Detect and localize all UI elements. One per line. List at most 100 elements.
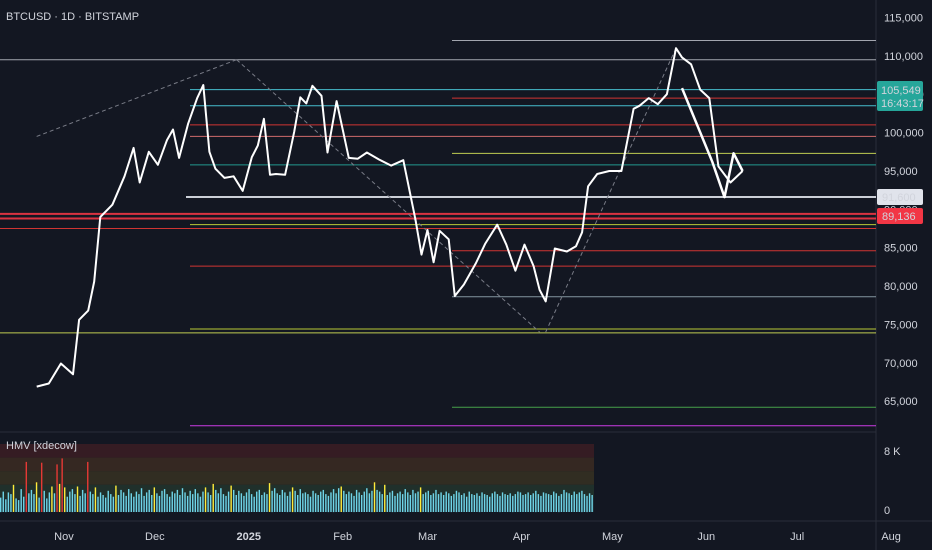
volume-bar bbox=[409, 495, 412, 512]
volume-bar bbox=[517, 491, 519, 512]
volume-bar bbox=[176, 489, 179, 512]
volume-bar bbox=[550, 495, 552, 512]
volume-bar bbox=[394, 495, 396, 513]
volume-bar bbox=[302, 493, 304, 512]
volume-bar bbox=[391, 490, 394, 513]
volume-bar bbox=[248, 489, 250, 513]
price-tick-label[interactable]: 100,000 bbox=[884, 128, 924, 140]
volume-bar bbox=[563, 489, 565, 512]
volume-bar bbox=[489, 496, 491, 512]
volume-bar bbox=[166, 494, 168, 512]
volume-bar bbox=[404, 489, 406, 513]
volume-bar bbox=[363, 491, 365, 512]
trendline[interactable] bbox=[545, 47, 677, 333]
volume-bar bbox=[514, 494, 517, 512]
volume-bar bbox=[399, 491, 401, 512]
volume-bar bbox=[197, 493, 199, 512]
price-line[interactable] bbox=[36, 47, 744, 388]
price-tick-label[interactable]: 65,000 bbox=[884, 396, 918, 408]
volume-bar bbox=[89, 491, 92, 512]
volume-bar bbox=[268, 483, 271, 512]
volume-bar bbox=[258, 489, 260, 512]
time-tick-label[interactable]: Jul bbox=[790, 531, 804, 543]
price-series-layer bbox=[36, 47, 744, 388]
volume-bar bbox=[465, 496, 468, 512]
price-tick-label[interactable]: 70,000 bbox=[884, 358, 918, 370]
symbol-title[interactable]: BTCUSD · 1D · BITSTAMP bbox=[6, 11, 139, 23]
price-tick-label[interactable]: 85,000 bbox=[884, 243, 918, 255]
volume-bar bbox=[299, 489, 301, 513]
volume-bar bbox=[240, 493, 243, 512]
volume-bar bbox=[453, 494, 455, 512]
volume-bar bbox=[558, 495, 560, 513]
volume-bar bbox=[565, 492, 568, 512]
volume-bar bbox=[491, 493, 493, 512]
volume-bar bbox=[38, 497, 40, 513]
volume-bar bbox=[273, 488, 276, 512]
volume-bar bbox=[145, 492, 148, 512]
volume-bar bbox=[332, 489, 335, 513]
time-tick-label[interactable]: Mar bbox=[418, 531, 437, 543]
time-tick-label[interactable]: Apr bbox=[513, 531, 530, 543]
time-tick-label[interactable]: Dec bbox=[145, 531, 165, 543]
volume-bar bbox=[17, 500, 20, 512]
volume-bar bbox=[499, 495, 501, 513]
price-tick-label[interactable]: 110,000 bbox=[884, 51, 923, 63]
volume-bar bbox=[25, 461, 28, 513]
volume-bar bbox=[74, 494, 76, 512]
time-tick-label[interactable]: Aug bbox=[881, 531, 901, 543]
trendline[interactable] bbox=[36, 59, 237, 137]
countdown-label: 16:43:17 bbox=[881, 98, 924, 110]
volume-bar bbox=[509, 493, 511, 512]
time-tick-label[interactable]: May bbox=[602, 531, 623, 543]
volume-bar bbox=[256, 491, 258, 512]
volume-bar bbox=[220, 488, 222, 512]
volume-bar bbox=[327, 495, 330, 513]
volume-bar bbox=[0, 497, 2, 513]
volume-bar bbox=[425, 492, 427, 512]
volume-bar bbox=[281, 489, 284, 512]
volume-bar bbox=[560, 494, 563, 512]
volume-band bbox=[0, 471, 594, 485]
volume-bar bbox=[135, 491, 138, 512]
time-tick-label[interactable]: Feb bbox=[333, 531, 352, 543]
volume-bar bbox=[138, 494, 140, 512]
volume-bar bbox=[168, 496, 171, 512]
volume-bar bbox=[304, 492, 307, 512]
time-axis[interactable]: NovDec2025FebMarAprMayJunJulAugSep bbox=[54, 531, 932, 543]
volume-bar bbox=[94, 487, 97, 513]
volume-bar bbox=[186, 495, 189, 513]
volume-bar bbox=[401, 494, 404, 512]
volume-bar bbox=[232, 489, 235, 512]
volume-bar bbox=[284, 492, 286, 512]
volume-bar bbox=[568, 493, 570, 512]
volume-bar bbox=[317, 495, 319, 512]
volume-bar bbox=[373, 482, 376, 513]
time-tick-label[interactable]: 2025 bbox=[237, 531, 261, 543]
trendline[interactable] bbox=[236, 59, 540, 333]
price-tick-label[interactable]: 75,000 bbox=[884, 319, 918, 331]
volume-bar bbox=[143, 495, 145, 513]
indicator-title[interactable]: HMV [xdecow] bbox=[6, 440, 77, 452]
volume-bar bbox=[179, 495, 181, 512]
time-tick-label[interactable]: Jun bbox=[697, 531, 715, 543]
volume-bar bbox=[266, 494, 268, 512]
support-badge-bg bbox=[877, 189, 923, 206]
price-tick-label[interactable]: 95,000 bbox=[884, 166, 918, 178]
volume-bar bbox=[48, 492, 51, 512]
volume-bar bbox=[263, 492, 266, 512]
projection-path[interactable] bbox=[680, 87, 744, 199]
volume-bar bbox=[276, 493, 278, 512]
volume-bar bbox=[58, 483, 61, 512]
volume-bar bbox=[7, 492, 10, 512]
time-tick-label[interactable]: Nov bbox=[54, 531, 74, 543]
volume-bar bbox=[294, 490, 296, 513]
price-tick-label[interactable]: 115,000 bbox=[884, 13, 923, 25]
volume-bar bbox=[87, 461, 89, 513]
price-tick-label[interactable]: 80,000 bbox=[884, 281, 918, 293]
volume-bar bbox=[110, 494, 112, 512]
volume-bar bbox=[212, 483, 214, 512]
volume-bar bbox=[5, 499, 7, 513]
volume-bar bbox=[335, 493, 337, 512]
